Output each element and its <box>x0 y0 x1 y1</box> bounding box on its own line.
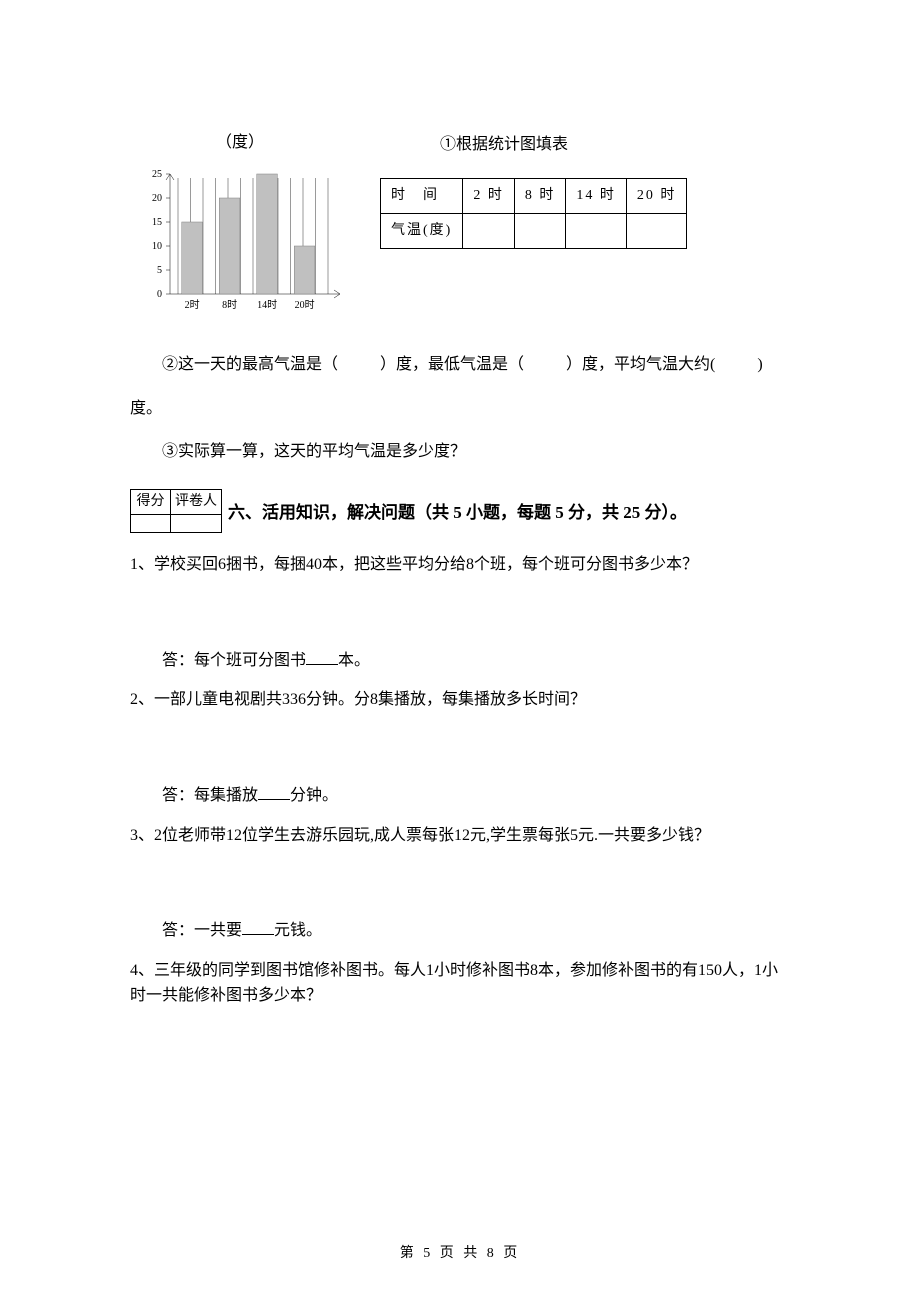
q2-mid1: ）度，最低气温是（ <box>380 356 524 373</box>
table-column: ①根据统计图填表 时 间 2 时 8 时 14 时 20 时 气温(度) <box>370 130 790 249</box>
chart-container: （度） 0 5 10 15 20 25 2时 8时 14时 20时 <box>130 130 350 332</box>
th-time-label: 时 间 <box>381 178 463 213</box>
problem-2: 2、一部儿童电视剧共336分钟。分8集播放，每集播放多长时间？ <box>130 687 790 713</box>
th-8h: 8 时 <box>514 178 566 213</box>
table-header-row: 时 间 2 时 8 时 14 时 20 时 <box>381 178 687 213</box>
svg-text:25: 25 <box>152 169 162 180</box>
q2-mid2: ）度，平均气温大约( <box>566 356 715 373</box>
svg-text:20时: 20时 <box>295 299 315 311</box>
answer-1: 答：每个班可分图书 本。 <box>130 648 790 674</box>
page-content: （度） 0 5 10 15 20 25 2时 8时 14时 20时 ①根据统计图填表 时 间 2 … <box>0 0 920 1009</box>
bar-chart: 0 5 10 15 20 25 2时 8时 14时 20时 <box>130 164 350 324</box>
svg-text:14时: 14时 <box>257 299 277 311</box>
a1-blank[interactable] <box>306 651 338 665</box>
score-box: 得分 评卷人 <box>130 489 222 533</box>
th-14h: 14 时 <box>566 178 627 213</box>
temperature-table: 时 间 2 时 8 时 14 时 20 时 气温(度) <box>380 178 687 250</box>
a2-post: 分钟。 <box>290 787 338 804</box>
question-2: ②这一天的最高气温是（ ）度，最低气温是（ ）度，平均气温大约() <box>130 352 790 378</box>
score-label: 得分 <box>131 489 171 514</box>
table-value-row: 气温(度) <box>381 213 687 248</box>
a1-post: 本。 <box>338 652 370 669</box>
grader-label: 评卷人 <box>171 489 222 514</box>
page-footer: 第 5 页 共 8 页 <box>0 1242 920 1262</box>
svg-text:10: 10 <box>152 241 162 252</box>
problem-1: 1、学校买回6捆书，每捆40本，把这些平均分给8个班，每个班可分图书多少本？ <box>130 552 790 578</box>
svg-text:0: 0 <box>157 289 162 300</box>
score-cell[interactable] <box>131 515 171 533</box>
td-val-8h[interactable] <box>514 213 566 248</box>
svg-text:2时: 2时 <box>185 299 200 311</box>
table-title: ①根据统计图填表 <box>370 132 790 158</box>
a2-blank[interactable] <box>258 786 290 800</box>
td-val-2h[interactable] <box>463 213 515 248</box>
section-6-header: 得分 评卷人 六、活用知识，解决问题（共 5 小题，每题 5 分，共 25 分）… <box>130 489 790 538</box>
td-temp-label: 气温(度) <box>381 213 463 248</box>
a1-pre: 答：每个班可分图书 <box>162 652 306 669</box>
chart-y-unit: （度） <box>130 130 350 156</box>
svg-text:20: 20 <box>152 193 162 204</box>
section-6-title: 六、活用知识，解决问题（共 5 小题，每题 5 分，共 25 分）。 <box>130 499 790 526</box>
answer-3: 答：一共要 元钱。 <box>130 918 790 944</box>
question-2-line2: 度。 <box>130 396 790 422</box>
answer-2: 答：每集播放 分钟。 <box>130 783 790 809</box>
q2-prefix: ②这一天的最高气温是（ <box>162 356 338 373</box>
problem-4: 4、三年级的同学到图书馆修补图书。每人1小时修补图书8本，参加修补图书的有150… <box>130 958 790 1009</box>
svg-text:15: 15 <box>152 217 162 228</box>
question-3: ③实际算一算，这天的平均气温是多少度？ <box>130 439 790 465</box>
chart-and-table-row: （度） 0 5 10 15 20 25 2时 8时 14时 20时 ①根据统计图填表 时 间 2 … <box>130 130 790 332</box>
svg-text:5: 5 <box>157 265 162 276</box>
a3-pre: 答：一共要 <box>162 922 242 939</box>
grader-cell[interactable] <box>171 515 222 533</box>
q2-suffix: ) <box>757 356 762 373</box>
th-20h: 20 时 <box>626 178 687 213</box>
a3-post: 元钱。 <box>274 922 322 939</box>
a3-blank[interactable] <box>242 921 274 935</box>
svg-text:8时: 8时 <box>222 299 237 311</box>
a2-pre: 答：每集播放 <box>162 787 258 804</box>
td-val-14h[interactable] <box>566 213 627 248</box>
td-val-20h[interactable] <box>626 213 687 248</box>
problem-3: 3、2位老师带12位学生去游乐园玩,成人票每张12元,学生票每张5元.一共要多少… <box>130 823 790 849</box>
th-2h: 2 时 <box>463 178 515 213</box>
